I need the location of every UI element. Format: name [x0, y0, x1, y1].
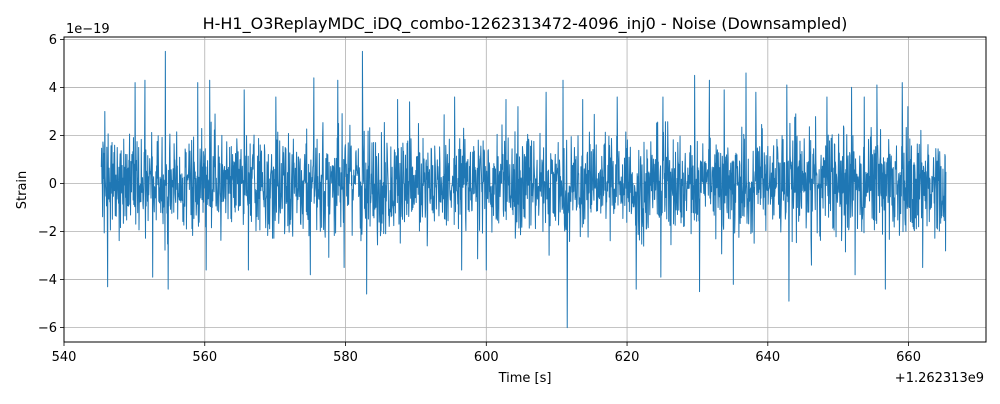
- y-scale-label: 1e−19: [66, 22, 110, 37]
- x-tick-label: 640: [755, 350, 780, 365]
- y-tick-label: 6: [49, 33, 57, 48]
- x-axis: 540 560 580 600 620 640 660: [52, 342, 921, 365]
- y-tick-label: −4: [38, 273, 57, 288]
- x-tick-label: 580: [333, 350, 358, 365]
- y-tick-label: 2: [49, 129, 57, 144]
- y-tick-label: 0: [49, 177, 57, 192]
- chart-title: H-H1_O3ReplayMDC_iDQ_combo-1262313472-40…: [203, 14, 848, 34]
- series-line-0: [100, 50, 947, 329]
- x-tick-label: 620: [615, 350, 640, 365]
- x-tick-label: 660: [896, 350, 921, 365]
- y-tick-label: −6: [38, 321, 57, 336]
- x-offset-label: +1.262313e9: [895, 371, 984, 386]
- plot-frame: [63, 36, 987, 343]
- y-axis-label: Strain: [15, 171, 30, 210]
- x-tick-label: 600: [474, 350, 499, 365]
- y-axis: −6 −4 −2 0 2 4 6: [38, 33, 64, 336]
- x-tick-label: 560: [192, 350, 217, 365]
- y-tick-label: −2: [38, 225, 57, 240]
- y-tick-label: 4: [49, 81, 57, 96]
- x-tick-label: 540: [52, 350, 77, 365]
- series-group: [100, 50, 947, 329]
- x-axis-label: Time [s]: [498, 371, 552, 386]
